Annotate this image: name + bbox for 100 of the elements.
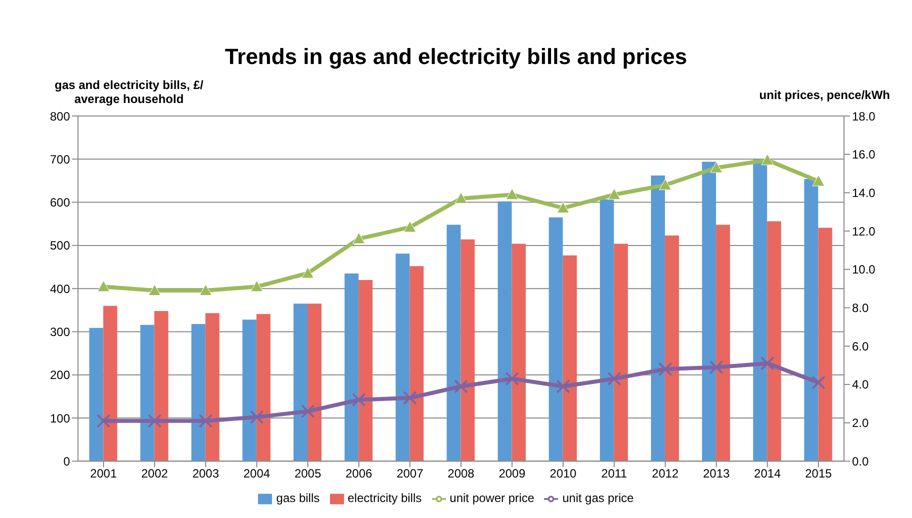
point [352, 232, 366, 244]
point [352, 392, 366, 407]
bar [294, 304, 308, 462]
point [608, 188, 620, 200]
x-tick-label: 2007 [396, 466, 424, 481]
point [811, 376, 826, 390]
bar [308, 304, 322, 462]
y-tick-label: 100 [50, 411, 70, 426]
legend-label: unit power price [450, 491, 534, 506]
y-axis-title: gas and electricity bills, £/ average household [54, 78, 204, 106]
bar [242, 320, 256, 462]
point [812, 174, 825, 186]
point [250, 280, 263, 292]
y-tick-label: 400 [50, 282, 70, 296]
point [761, 154, 774, 166]
x-tick-label: 2014 [754, 466, 782, 481]
legend-label: unit gas price [562, 491, 634, 506]
bar [344, 273, 359, 462]
bar [804, 178, 818, 462]
point [556, 202, 570, 214]
y-tick-label: 0 [63, 454, 70, 468]
y2-tick-label: 6.0 [852, 339, 870, 354]
y-tick-label: 800 [50, 109, 70, 124]
legend-label: gas bills [276, 491, 320, 506]
point [454, 192, 468, 204]
y-tick-label: 300 [50, 324, 70, 339]
y2-tick-label: 14.0 [852, 186, 876, 200]
bar [256, 314, 270, 462]
bar [512, 244, 526, 462]
x-tick-label: 2002 [141, 466, 168, 481]
bar [205, 313, 220, 462]
point [454, 379, 468, 394]
legend-label: electricity bills [348, 491, 422, 506]
point [250, 410, 264, 424]
point [402, 390, 417, 405]
x-tick-label: 2015 [805, 466, 832, 481]
y-tick-label: 500 [50, 238, 70, 253]
y2-axis-title: unit prices, pence/kWh [759, 88, 890, 102]
bar [410, 266, 424, 462]
bar [358, 280, 373, 462]
x-tick-label: 2010 [550, 466, 577, 481]
bar [191, 324, 206, 462]
bar [140, 324, 154, 462]
point [198, 414, 213, 428]
bar [650, 176, 665, 462]
y2-tick-label: 8.0 [852, 301, 870, 316]
point [760, 356, 774, 370]
point [300, 404, 315, 418]
y2-tick-label: 18.0 [852, 109, 876, 124]
point [404, 220, 416, 232]
y-tick-label: 700 [50, 152, 70, 166]
x-tick-label: 2013 [702, 466, 730, 481]
bar [446, 224, 461, 462]
x-tick-label: 2001 [90, 466, 118, 481]
x-tick-label: 2011 [601, 466, 628, 481]
y2-tick-label: 2.0 [852, 416, 870, 430]
chart-title: Trends in gas and electricity bills and prices [224, 43, 688, 70]
point [97, 280, 110, 292]
bar [562, 255, 577, 462]
point [607, 372, 622, 386]
point [506, 188, 518, 200]
y2-tick-label: 0.0 [852, 454, 870, 468]
point [505, 372, 520, 386]
bar [664, 236, 679, 462]
bar [154, 311, 168, 462]
bar [716, 224, 730, 462]
bar [818, 228, 832, 462]
x-tick-label: 2008 [448, 466, 475, 481]
x-tick-label: 2004 [243, 466, 270, 481]
x-tick-label: 2005 [294, 466, 322, 481]
point [658, 362, 672, 376]
x-tick-label: 2009 [498, 466, 526, 481]
y2-tick-label: 16.0 [852, 148, 876, 162]
bar [614, 244, 628, 462]
bar [767, 221, 782, 462]
x-tick-label: 2006 [346, 466, 373, 481]
y2-tick-label: 10.0 [852, 262, 876, 277]
bar [460, 239, 475, 462]
point [96, 414, 111, 428]
point [659, 178, 672, 190]
point [709, 360, 724, 374]
y2-tick-label: 4.0 [852, 378, 870, 392]
point [710, 162, 723, 173]
bar [753, 160, 768, 462]
point [556, 379, 570, 394]
x-tick-label: 2003 [192, 466, 220, 481]
point [199, 284, 212, 296]
bar [702, 162, 716, 462]
point [148, 284, 161, 296]
bar [89, 328, 104, 462]
bar [600, 199, 614, 462]
y-tick-label: 200 [50, 368, 70, 382]
y2-tick-label: 12.0 [852, 224, 876, 238]
point [148, 414, 162, 428]
bar [498, 201, 512, 462]
y-tick-label: 600 [50, 196, 70, 210]
bar [103, 306, 118, 462]
bar [548, 217, 563, 462]
x-tick-label: 2012 [652, 466, 679, 481]
point [302, 266, 314, 278]
